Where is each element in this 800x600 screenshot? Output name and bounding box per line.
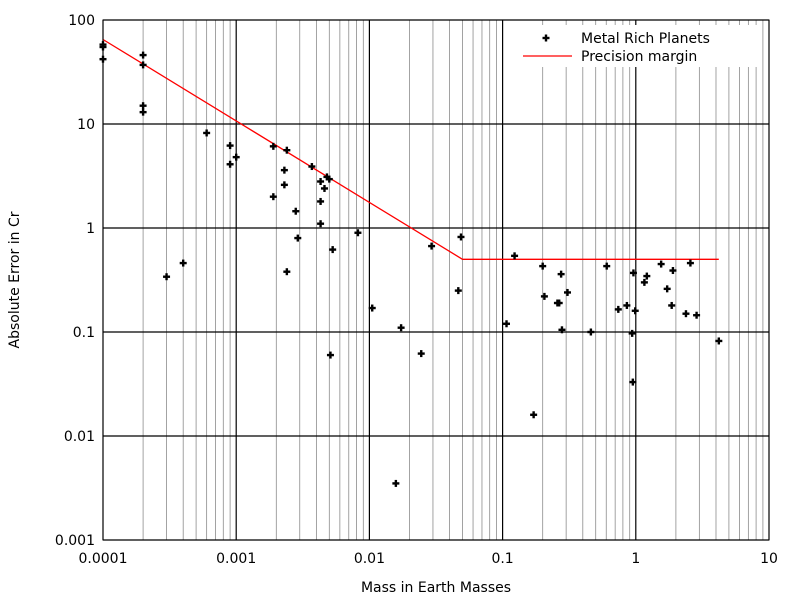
data-point [457, 233, 465, 241]
data-point [269, 142, 277, 150]
data-point [454, 287, 462, 295]
y-tick-label: 10 [77, 117, 95, 133]
data-point [686, 259, 694, 267]
data-point [503, 320, 511, 328]
data-point [640, 278, 648, 286]
x-tick-label: 0.1 [491, 551, 513, 567]
data-point [326, 351, 334, 359]
x-tick-label: 0.01 [354, 551, 385, 567]
data-point [269, 193, 277, 201]
legend-item-precision-margin: Precision margin [523, 49, 697, 65]
legend-label-metal-rich-planets: Metal Rich Planets [581, 31, 710, 47]
plot-frame [102, 19, 770, 541]
legend-marker-plus-shape [542, 34, 550, 42]
data-point [317, 220, 325, 228]
data-point [329, 246, 337, 254]
data-point [629, 378, 637, 386]
data-point [614, 305, 622, 313]
data-point [623, 301, 631, 309]
data-point [139, 102, 147, 110]
data-point [280, 166, 288, 174]
data-point [163, 273, 171, 281]
data-point [428, 242, 436, 250]
data-point [587, 328, 595, 336]
y-axis-label: Absolute Error in Cr [7, 211, 23, 348]
data-point [179, 259, 187, 267]
data-point [397, 324, 405, 332]
x-tick-label: 10 [760, 551, 778, 567]
data-point [669, 267, 677, 275]
data-point [417, 350, 425, 358]
data-point [320, 184, 328, 192]
precision-margin-layer [102, 38, 719, 260]
legend: Metal Rich Planets Precision margin [513, 25, 761, 67]
data-point [283, 268, 291, 276]
data-point [668, 301, 676, 309]
data-point [325, 175, 333, 183]
minor-gridlines [142, 20, 764, 540]
data-point [563, 288, 571, 296]
data-point [530, 411, 538, 419]
data-point [139, 51, 147, 59]
data-point [308, 163, 316, 171]
data-point [540, 292, 548, 300]
legend-background [513, 25, 761, 67]
x-tick-labels: 0.0001 0.001 0.01 0.1 1 10 [79, 551, 778, 567]
data-points [99, 41, 723, 487]
data-point [628, 329, 636, 337]
data-point [539, 262, 547, 270]
data-point [663, 285, 671, 293]
y-tick-label: 0.001 [55, 533, 95, 549]
data-point [557, 270, 565, 278]
data-point [715, 337, 723, 345]
data-point [317, 177, 325, 185]
y-tick-label: 0.01 [64, 429, 95, 445]
data-point [643, 272, 651, 280]
data-point [693, 311, 701, 319]
data-point [511, 252, 519, 260]
data-point [392, 479, 400, 487]
data-point [283, 146, 291, 154]
data-point [232, 153, 240, 161]
y-tick-label: 0.1 [73, 325, 95, 341]
data-point [368, 304, 376, 312]
data-point [226, 142, 234, 150]
data-point [631, 307, 639, 315]
y-tick-labels: 0.001 0.01 0.1 1 10 100 [55, 13, 95, 549]
data-point [203, 129, 211, 137]
x-tick-label: 1 [631, 551, 640, 567]
data-point [294, 234, 302, 242]
legend-marker-plus [542, 34, 550, 42]
data-point [603, 262, 611, 270]
x-tick-label: 0.0001 [79, 551, 128, 567]
x-axis-label: Mass in Earth Masses [361, 580, 511, 596]
data-point [629, 269, 637, 277]
data-point [139, 61, 147, 69]
data-point [558, 326, 566, 334]
data-point [280, 181, 288, 189]
data-point [139, 108, 147, 116]
legend-item-metal-rich-planets: Metal Rich Planets [542, 31, 710, 47]
data-point [226, 160, 234, 168]
legend-label-precision-margin: Precision margin [581, 49, 697, 65]
y-tick-label: 100 [68, 13, 95, 29]
data-point [354, 229, 362, 237]
x-tick-label: 0.001 [216, 551, 256, 567]
data-point [657, 260, 665, 268]
data-point [682, 310, 690, 318]
data-point [317, 197, 325, 205]
data-point [292, 207, 300, 215]
data-point [555, 299, 563, 307]
y-tick-label: 1 [86, 221, 95, 237]
precision-margin-line [102, 38, 719, 260]
